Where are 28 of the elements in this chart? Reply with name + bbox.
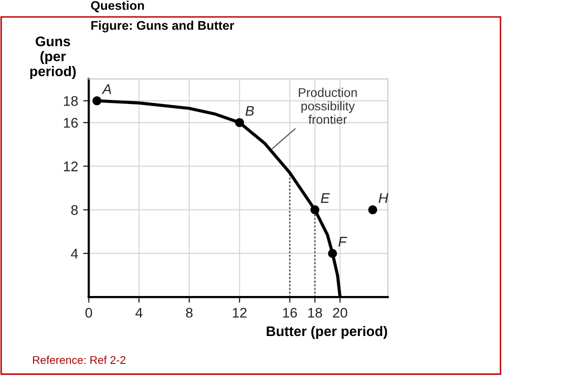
x-tick-label: 18 [308, 308, 322, 318]
point [310, 205, 320, 214]
y-tick-label: 16 [64, 118, 78, 128]
point [368, 205, 378, 214]
y-tick-label: 8 [71, 205, 78, 215]
annotation: A [102, 84, 112, 94]
annotation: F [338, 236, 348, 246]
x-tick-label: 8 [186, 308, 193, 318]
point [235, 118, 244, 128]
annotation: E [320, 193, 330, 203]
y-tick-label: 18 [64, 96, 78, 106]
x-tick-label: 16 [283, 308, 297, 318]
text: Reference: Ref 2-2 [33, 356, 126, 364]
y-tick-label: 4 [70, 248, 78, 258]
x-tick-label: 0 [85, 308, 92, 318]
x-axis-title: Butter (per period) [266, 326, 388, 339]
x-tick-label: 4 [135, 308, 142, 318]
chart-title: Figure: Guns and Butter [91, 20, 234, 32]
point [328, 248, 337, 258]
point [92, 96, 102, 106]
annotation: H [378, 193, 388, 203]
y-axis-title: Guns (per period) [30, 36, 76, 79]
text: Question [91, 0, 144, 12]
annotation: B [246, 106, 254, 116]
annotation: Production possibility frontier [298, 88, 357, 124]
y-tick-label: 12 [64, 162, 78, 172]
x-tick-label: 20 [333, 308, 348, 318]
x-tick-label: 12 [232, 308, 247, 318]
